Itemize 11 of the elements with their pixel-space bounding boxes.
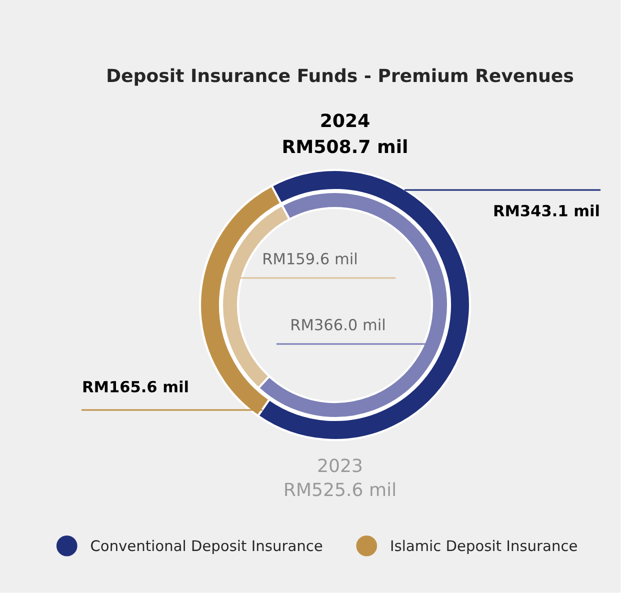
data-label: RM165.6 mil [83, 380, 188, 392]
legend-label: Islamic Deposit Insurance [391, 540, 577, 554]
text: RM508.7 mil [283, 139, 407, 154]
data-label: RM366.0 mil [292, 318, 384, 330]
data-label: RM159.6 mil [264, 252, 356, 264]
legend-label: Conventional Deposit Insurance [91, 540, 322, 554]
chart-title: Deposit Insurance Funds - Premium Revenues [108, 68, 574, 86]
text: 2023 [318, 458, 362, 472]
data-label: RM343.1 mil [494, 204, 599, 216]
text: RM525.6 mil [285, 482, 395, 496]
text: 2024 [321, 114, 370, 128]
